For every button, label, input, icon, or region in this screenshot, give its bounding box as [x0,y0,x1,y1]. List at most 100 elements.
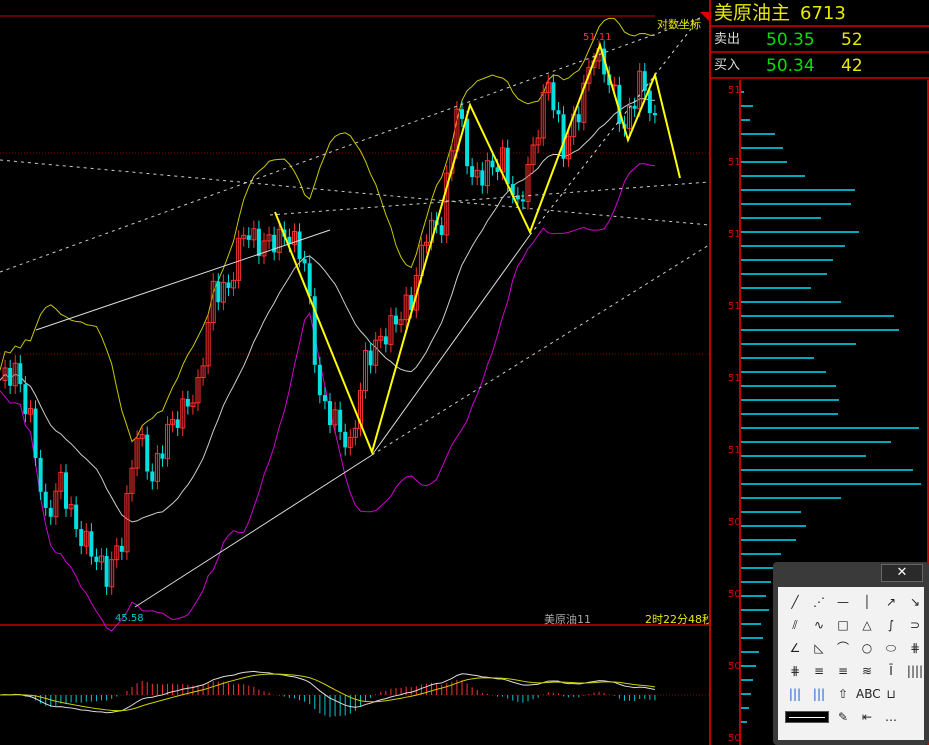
candle [195,377,201,404]
volume-profile-bar [741,455,866,457]
drawing-tool-16[interactable]: ⬭ [885,641,897,655]
drawing-tool-13[interactable]: ◺ [814,641,824,655]
drawing-tool-25[interactable]: ||| [812,687,826,701]
volume-profile-bar [741,693,751,695]
volume-profile-bar [741,119,750,121]
drawing-tool-22[interactable]: Ī [889,664,893,678]
candle [18,363,23,385]
drawing-tool-20[interactable]: ≡ [837,664,849,678]
candle [226,282,231,288]
candlestick-chart[interactable]: 51.11 45.58 对数坐标 美原油11 2时22分48秒 [0,0,709,745]
candle [530,144,536,166]
volume-profile-bar [741,469,913,471]
candle [312,296,317,365]
drawing-tool-28[interactable]: ⊔ [886,687,896,701]
candle [43,491,48,508]
candle [145,434,150,472]
drawing-tool-31[interactable]: ⇤ [861,710,873,724]
candle [33,408,38,458]
candle [398,319,404,325]
candle [139,434,145,439]
drawing-tool-9[interactable]: △ [862,618,872,632]
volume-profile-bar [741,175,805,177]
candle [307,263,312,297]
volume-profile-bar [741,287,811,289]
candle [647,90,652,114]
drawing-tool-5[interactable]: ↘ [909,595,921,609]
drawing-tool-26[interactable]: ⇧ [837,687,849,701]
drawing-toolbox[interactable]: ✕ ╱ ⋰ — │ ↗ ↘ ⫽ ∿ □ △ ∫ ⊃ ∠ ◺ ⌒ ○ ⬭ ⋕ ⋕ ≡ ≡ ≋ Ī |||| ||| ||| ⇧ ABC ⊔… [773,562,929,745]
price-axis-label: 50 [728,733,741,744]
drawing-tool-3[interactable]: │ [863,595,871,609]
drawing-tool-24[interactable]: ||| [788,687,802,701]
candle [246,235,251,240]
drawing-tool-6[interactable]: ⫽ [792,618,798,632]
candle [12,362,18,387]
sell-qty: 52 [841,30,863,50]
trend-lines[interactable] [0,17,709,608]
drawing-tool-14[interactable]: ⌒ [836,641,849,655]
candle [652,113,657,116]
drawing-tool-18[interactable]: ⋕ [789,664,801,678]
drawing-tool-27[interactable]: ABC [856,687,881,701]
candle [256,228,261,256]
price-axis-label: 51 [728,85,741,96]
candle [460,109,464,119]
candle [317,364,322,396]
drawing-tool-15[interactable]: ○ [861,641,873,655]
candle [241,234,247,239]
log-scale-toggle[interactable]: 对数坐标 [657,17,701,31]
candle [53,490,59,518]
candle [8,367,13,386]
candle [38,457,43,492]
candle [287,236,292,245]
candle [154,452,160,482]
drawing-tool-32[interactable]: … [885,710,897,724]
symbol-header: 美原油主 6713 [711,0,929,27]
price-axis-label: 50 [728,661,741,672]
drawing-tool-11[interactable]: ⊃ [909,618,921,632]
drawing-tool-21[interactable]: ≋ [861,664,873,678]
candle [347,436,353,448]
drawing-tool-17[interactable]: ⋕ [909,641,921,655]
line-style-tool[interactable] [785,711,829,723]
volume-profile-bar [741,553,781,555]
volume-profile-bar [741,567,776,569]
candle [545,81,551,93]
candle [266,234,272,242]
drawing-tool-30[interactable]: ✎ [837,710,849,724]
drawing-tool-1[interactable]: ⋰ [813,595,825,609]
candle [480,170,485,186]
macd-dif [0,670,656,714]
candle [525,164,531,202]
candle [99,555,105,563]
buy-row: 买入 50.34 42 [711,53,929,79]
candle [505,147,510,185]
drawing-tool-12[interactable]: ∠ [789,641,801,655]
drawing-tool-4[interactable]: ↗ [885,595,897,609]
close-button[interactable]: ✕ [881,564,923,582]
candle [297,231,302,260]
drawing-tool-19[interactable]: ≡ [813,664,825,678]
drawing-tool-7[interactable]: ∿ [813,618,825,632]
volume-profile-bar [741,525,806,527]
volume-profile-bar [741,637,763,639]
candle [627,105,633,130]
drawing-tool-8[interactable]: □ [837,618,849,632]
drawing-tool-0[interactable]: ╱ [791,595,799,609]
candle [368,350,373,366]
candle [515,195,520,200]
volume-profile-bar [741,413,838,415]
drawing-tool-23[interactable]: |||| [906,664,924,678]
corner-marker-icon [700,12,709,21]
high-label: 51.11 [583,32,612,43]
sell-row: 卖出 50.35 52 [711,27,929,53]
candle [474,169,480,178]
drawing-tool-10[interactable]: ∫ [887,618,895,632]
candle [566,136,572,160]
candle [74,504,79,530]
buy-label: 买入 [714,58,741,73]
candle [378,335,384,341]
bollinger-upper [0,17,655,443]
drawing-tool-2[interactable]: — [837,595,849,609]
